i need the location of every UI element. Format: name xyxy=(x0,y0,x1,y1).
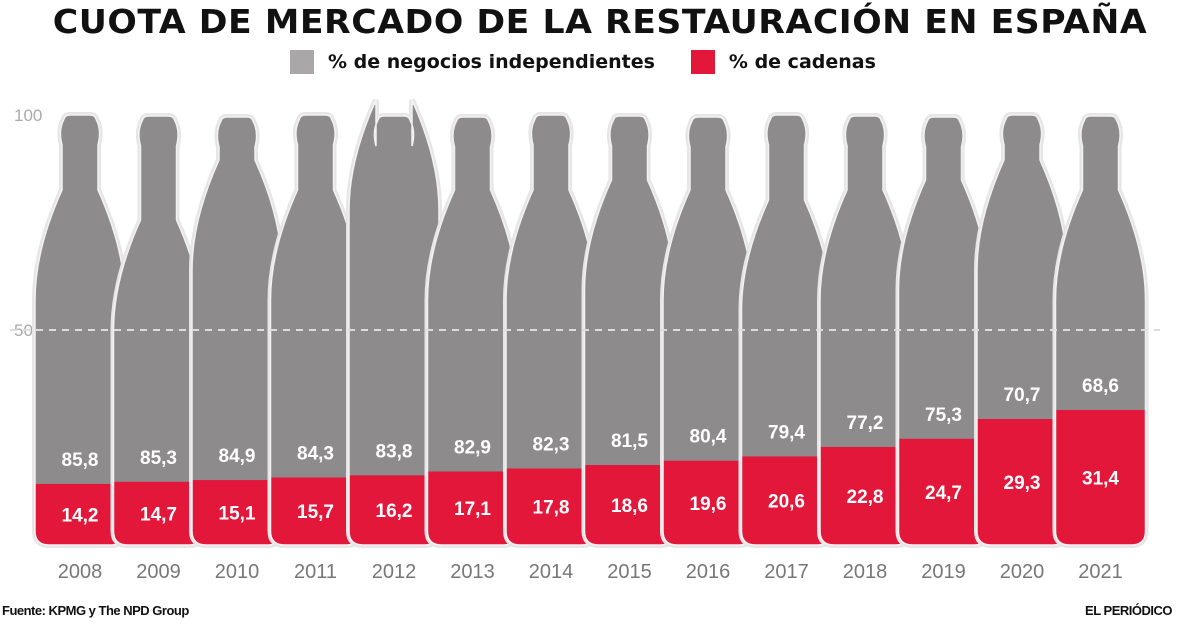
value-label-cadenas: 22,8 xyxy=(847,487,884,508)
value-label-independientes: 68,6 xyxy=(1082,376,1119,397)
value-label-cadenas: 31,4 xyxy=(1082,468,1119,489)
bar-cadenas xyxy=(35,483,125,545)
value-label-independientes: 70,7 xyxy=(1004,385,1041,406)
bar-cadenas xyxy=(192,480,282,545)
value-label-independientes: 84,3 xyxy=(297,443,334,464)
value-label-cadenas: 24,7 xyxy=(925,483,962,504)
bar-cadenas xyxy=(898,438,989,545)
x-tick-label: 2015 xyxy=(607,561,652,583)
source-note: Fuente: KPMG y The NPD Group xyxy=(2,603,189,618)
bar-cadenas xyxy=(820,446,910,545)
value-label-independientes: 77,2 xyxy=(847,413,884,434)
x-tick-label: 2017 xyxy=(764,561,809,583)
value-label-cadenas: 15,7 xyxy=(297,502,334,523)
x-tick-label: 2012 xyxy=(372,561,417,583)
bottle-2020: 29,3 70,7 xyxy=(974,112,1070,548)
x-tick-label: 2018 xyxy=(843,561,888,583)
legend-item-cadenas: % de cadenas xyxy=(690,50,876,74)
chart-title: CUOTA DE MERCADO DE LA RESTAURACIÓN EN E… xyxy=(52,2,1148,41)
value-label-cadenas: 29,3 xyxy=(1004,473,1041,494)
legend-label: % de cadenas xyxy=(728,51,876,73)
value-label-independientes: 82,9 xyxy=(454,437,491,458)
bar-cadenas xyxy=(977,419,1067,545)
x-tick-label: 2013 xyxy=(450,561,495,583)
publisher-logo: EL PERIÓDICO xyxy=(1085,603,1172,618)
value-label-cadenas: 14,7 xyxy=(140,504,177,525)
legend-label: % de negocios independientes xyxy=(328,51,655,73)
value-label-independientes: 83,8 xyxy=(376,441,413,462)
y-tick-label: 100 xyxy=(14,106,42,125)
bar-cadenas xyxy=(584,465,675,545)
x-tick-label: 2020 xyxy=(1000,561,1045,583)
value-label-cadenas: 14,2 xyxy=(62,505,99,526)
x-tick-label: 2021 xyxy=(1078,561,1123,583)
x-tick-label: 2008 xyxy=(58,561,103,583)
bar-cadenas xyxy=(506,468,596,545)
x-tick-label: 2019 xyxy=(921,561,966,583)
value-label-independientes: 75,3 xyxy=(925,405,962,426)
value-label-independientes: 84,9 xyxy=(219,446,256,467)
bar-cadenas xyxy=(663,460,753,545)
x-tick-label: 2010 xyxy=(215,561,260,583)
bottle-2017: 20,6 79,4 xyxy=(738,112,835,548)
x-tick-label: 2016 xyxy=(686,561,731,583)
x-tick-label: 2011 xyxy=(294,561,337,583)
value-label-cadenas: 17,1 xyxy=(454,499,491,520)
value-label-independientes: 85,3 xyxy=(140,448,177,469)
bar-cadenas xyxy=(741,456,832,545)
legend-swatch-gray xyxy=(290,50,314,74)
value-label-cadenas: 19,6 xyxy=(690,494,727,515)
value-label-independientes: 79,4 xyxy=(768,422,805,443)
bottle-2021: 31,4 68,6 xyxy=(1052,113,1149,548)
bar-independientes xyxy=(349,105,439,545)
value-label-independientes: 80,4 xyxy=(690,427,727,448)
value-label-independientes: 81,5 xyxy=(611,431,648,452)
bar-cadenas xyxy=(349,475,439,545)
bar-cadenas xyxy=(1055,409,1146,545)
x-tick-label: 2014 xyxy=(529,561,574,583)
bar-cadenas xyxy=(427,471,518,545)
value-label-cadenas: 17,8 xyxy=(533,498,570,519)
legend: % de negocios independientes % de cadena… xyxy=(290,50,912,74)
value-label-cadenas: 16,2 xyxy=(376,501,413,522)
value-label-cadenas: 20,6 xyxy=(768,492,805,513)
bar-cadenas xyxy=(113,481,204,545)
legend-swatch-red xyxy=(690,50,715,74)
bar-cadenas xyxy=(270,477,361,545)
bottle-2012: 16,2 83,8 xyxy=(346,98,442,548)
x-tick-label: 2009 xyxy=(136,561,181,583)
value-label-independientes: 85,8 xyxy=(62,450,99,471)
legend-item-independientes: % de negocios independientes xyxy=(290,50,655,74)
value-label-cadenas: 15,1 xyxy=(219,504,256,525)
value-label-cadenas: 18,6 xyxy=(611,496,648,517)
value-label-independientes: 82,3 xyxy=(533,434,570,455)
